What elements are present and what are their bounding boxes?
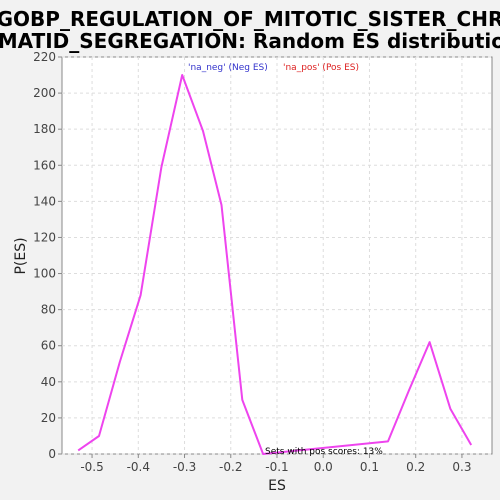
x-tick-label: 0.2: [406, 460, 425, 474]
series-lines: [77, 74, 473, 455]
x-axis-ticks: -0.5 -0.4 -0.3 -0.2 -0.1 0.0 0.1 0.2 0.3: [80, 454, 471, 474]
y-tick-label: 200: [33, 86, 56, 100]
x-tick-label: -0.4: [127, 460, 150, 474]
y-tick-label: 220: [33, 50, 56, 64]
chart-title-line-2: OMATID_SEGREGATION: Random ES distributi…: [0, 29, 500, 53]
x-tick-label: 0.1: [360, 460, 379, 474]
x-axis-label: ES: [268, 478, 286, 494]
y-tick-label: 20: [41, 411, 56, 425]
y-tick-label: 40: [41, 375, 56, 389]
series-line-0: [77, 74, 473, 455]
y-tick-label: 60: [41, 339, 56, 353]
y-tick-label: 180: [33, 122, 56, 136]
pos-scores-annotation: Sets with pos scores: 13%: [265, 447, 383, 457]
y-axis-label: P(ES): [13, 237, 29, 274]
y-axis-ticks: 0 20 40 60 80 100 120 140 160 180 200 220: [33, 50, 62, 461]
x-tick-label: -0.2: [219, 460, 242, 474]
x-tick-label: -0.1: [265, 460, 288, 474]
y-tick-label: 0: [48, 447, 56, 461]
y-tick-label: 100: [33, 267, 56, 281]
x-tick-label: 0.0: [314, 460, 333, 474]
y-tick-label: 80: [41, 303, 56, 317]
y-tick-label: 140: [33, 194, 56, 208]
y-tick-label: 160: [33, 158, 56, 172]
chart-title-line-1: GOBP_REGULATION_OF_MITOTIC_SISTER_CHR: [0, 7, 500, 31]
grid: [62, 56, 492, 455]
legend-pos-es: 'na_pos' (Pos ES): [283, 63, 359, 73]
x-tick-label: -0.3: [173, 460, 196, 474]
y-tick-label: 120: [33, 230, 56, 244]
legend-neg-es: 'na_neg' (Neg ES): [188, 63, 268, 73]
x-tick-label: 0.3: [452, 460, 471, 474]
x-tick-label: -0.5: [80, 460, 103, 474]
